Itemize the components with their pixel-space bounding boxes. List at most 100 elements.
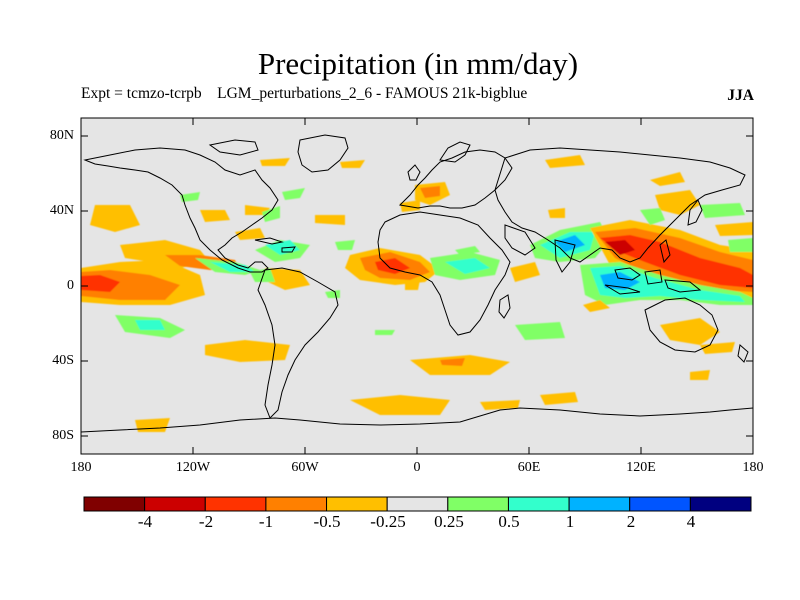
coastline-new-zealand bbox=[737, 344, 749, 363]
anomaly-patch bbox=[235, 228, 265, 240]
anomaly-patch bbox=[650, 172, 685, 186]
lat-label-80n: 80N bbox=[49, 128, 74, 143]
colorbar-swatch bbox=[629, 496, 691, 512]
colorbar bbox=[83, 496, 752, 512]
colorbar-label: -0.25 bbox=[370, 512, 406, 531]
anomaly-patch bbox=[180, 192, 200, 202]
coastline-madagascar bbox=[498, 294, 511, 319]
colorbar-label: -4 bbox=[137, 512, 153, 531]
colorbar-swatch bbox=[83, 496, 146, 512]
anomaly-patch bbox=[375, 330, 395, 335]
anomaly-patch bbox=[260, 158, 290, 166]
anomaly-patch bbox=[265, 268, 310, 290]
lat-label-40s: 40S bbox=[52, 353, 74, 368]
anomaly-patch bbox=[440, 358, 465, 366]
lon-label-60e: 60E bbox=[517, 460, 541, 475]
anomaly-fields bbox=[81, 155, 753, 432]
season-label: JJA bbox=[727, 87, 754, 104]
colorbar-label: 1 bbox=[565, 512, 575, 531]
anomaly-patch bbox=[81, 275, 120, 292]
lon-label-60w: 60W bbox=[291, 460, 319, 475]
colorbar-swatch bbox=[386, 496, 449, 512]
anomaly-patch bbox=[510, 262, 540, 282]
colorbar-label: -2 bbox=[198, 512, 214, 531]
anomaly-patch bbox=[515, 322, 565, 340]
lat-label-80s: 80S bbox=[52, 428, 74, 443]
colorbar-swatch bbox=[447, 496, 509, 512]
anomaly-patch bbox=[315, 215, 345, 225]
coastline-south-america bbox=[257, 267, 339, 419]
colorbar-label: 4 bbox=[686, 512, 696, 531]
coastlines bbox=[81, 134, 753, 433]
anomaly-patch bbox=[135, 320, 165, 330]
coastline-uk bbox=[407, 164, 421, 181]
anomaly-patch bbox=[715, 222, 753, 236]
coastline-greenland bbox=[297, 134, 349, 173]
anomaly-patch bbox=[600, 235, 753, 288]
lon-label-120e: 120E bbox=[626, 460, 656, 475]
anomaly-patch bbox=[655, 190, 700, 215]
anomaly-patch bbox=[480, 400, 520, 410]
coastline-antarctica bbox=[81, 407, 753, 433]
coastline-australia bbox=[644, 297, 719, 353]
anomaly-patch bbox=[400, 200, 420, 212]
coastline-philippines bbox=[659, 239, 671, 264]
colorbar-swatch bbox=[568, 496, 631, 512]
anomaly-patch bbox=[583, 300, 610, 312]
anomaly-patch bbox=[205, 340, 290, 362]
anomaly-patch bbox=[350, 395, 450, 415]
coastline-scandinavia bbox=[439, 141, 471, 163]
colorbar-swatch bbox=[326, 496, 388, 512]
map-title: Precipitation (in mm/day) bbox=[257, 46, 579, 81]
colorbar-swatch bbox=[265, 496, 328, 512]
lat-label-40n: 40N bbox=[49, 203, 74, 218]
anomaly-patch bbox=[455, 246, 480, 255]
anomaly-patch bbox=[545, 155, 585, 168]
colorbar-label: -0.5 bbox=[313, 512, 341, 531]
anomaly-patch bbox=[700, 342, 735, 354]
coastline-europe bbox=[398, 149, 513, 209]
anomaly-patch bbox=[700, 203, 745, 218]
anomaly-patch bbox=[420, 186, 440, 198]
coastline-india bbox=[554, 239, 576, 273]
anomaly-patch bbox=[90, 205, 140, 232]
anomaly-patch bbox=[605, 240, 635, 255]
coastline-arabia bbox=[504, 224, 536, 256]
experiment-subtitle: Expt = tcmzo-tcrpb LGM_perturbations_2_6… bbox=[81, 85, 528, 102]
coastline-arctic-islands bbox=[208, 139, 259, 156]
axis-ticks bbox=[81, 118, 753, 454]
anomaly-patch bbox=[548, 208, 565, 218]
colorbar-swatch bbox=[507, 496, 570, 512]
coastline-north-america bbox=[83, 147, 279, 273]
colorbar-label: -1 bbox=[258, 512, 274, 531]
anomaly-patch bbox=[135, 418, 170, 432]
colorbar-label: 0.5 bbox=[498, 512, 520, 531]
anomaly-patch bbox=[335, 240, 355, 250]
lat-label-0: 0 bbox=[67, 278, 74, 293]
anomaly-patch bbox=[340, 160, 365, 168]
anomaly-patch bbox=[200, 210, 230, 222]
anomaly-patch bbox=[540, 392, 578, 405]
coastline-caribbean bbox=[254, 237, 296, 253]
colorbar-label: 0.25 bbox=[434, 512, 464, 531]
anomaly-patch bbox=[728, 238, 753, 252]
lon-label-180e: 180 bbox=[742, 460, 764, 475]
coastline-asia bbox=[494, 147, 746, 263]
anomaly-patch bbox=[282, 188, 305, 200]
lon-label-0: 0 bbox=[413, 460, 421, 475]
anomaly-patch bbox=[445, 258, 490, 274]
coastline-africa bbox=[377, 211, 511, 336]
lon-label-180w: 180 bbox=[70, 460, 92, 475]
colorbar-label: 2 bbox=[626, 512, 636, 531]
anomaly-patch bbox=[640, 208, 665, 225]
coastline-japan bbox=[687, 199, 703, 226]
coastline-maritime-continent bbox=[604, 267, 702, 295]
colorbar-swatch bbox=[689, 496, 752, 512]
anomaly-patch bbox=[405, 280, 420, 290]
colorbar-swatch bbox=[204, 496, 267, 512]
anomaly-patch bbox=[262, 206, 280, 222]
colorbar-swatch bbox=[144, 496, 206, 512]
anomaly-patch bbox=[660, 318, 720, 345]
anomaly-patch bbox=[690, 370, 710, 380]
